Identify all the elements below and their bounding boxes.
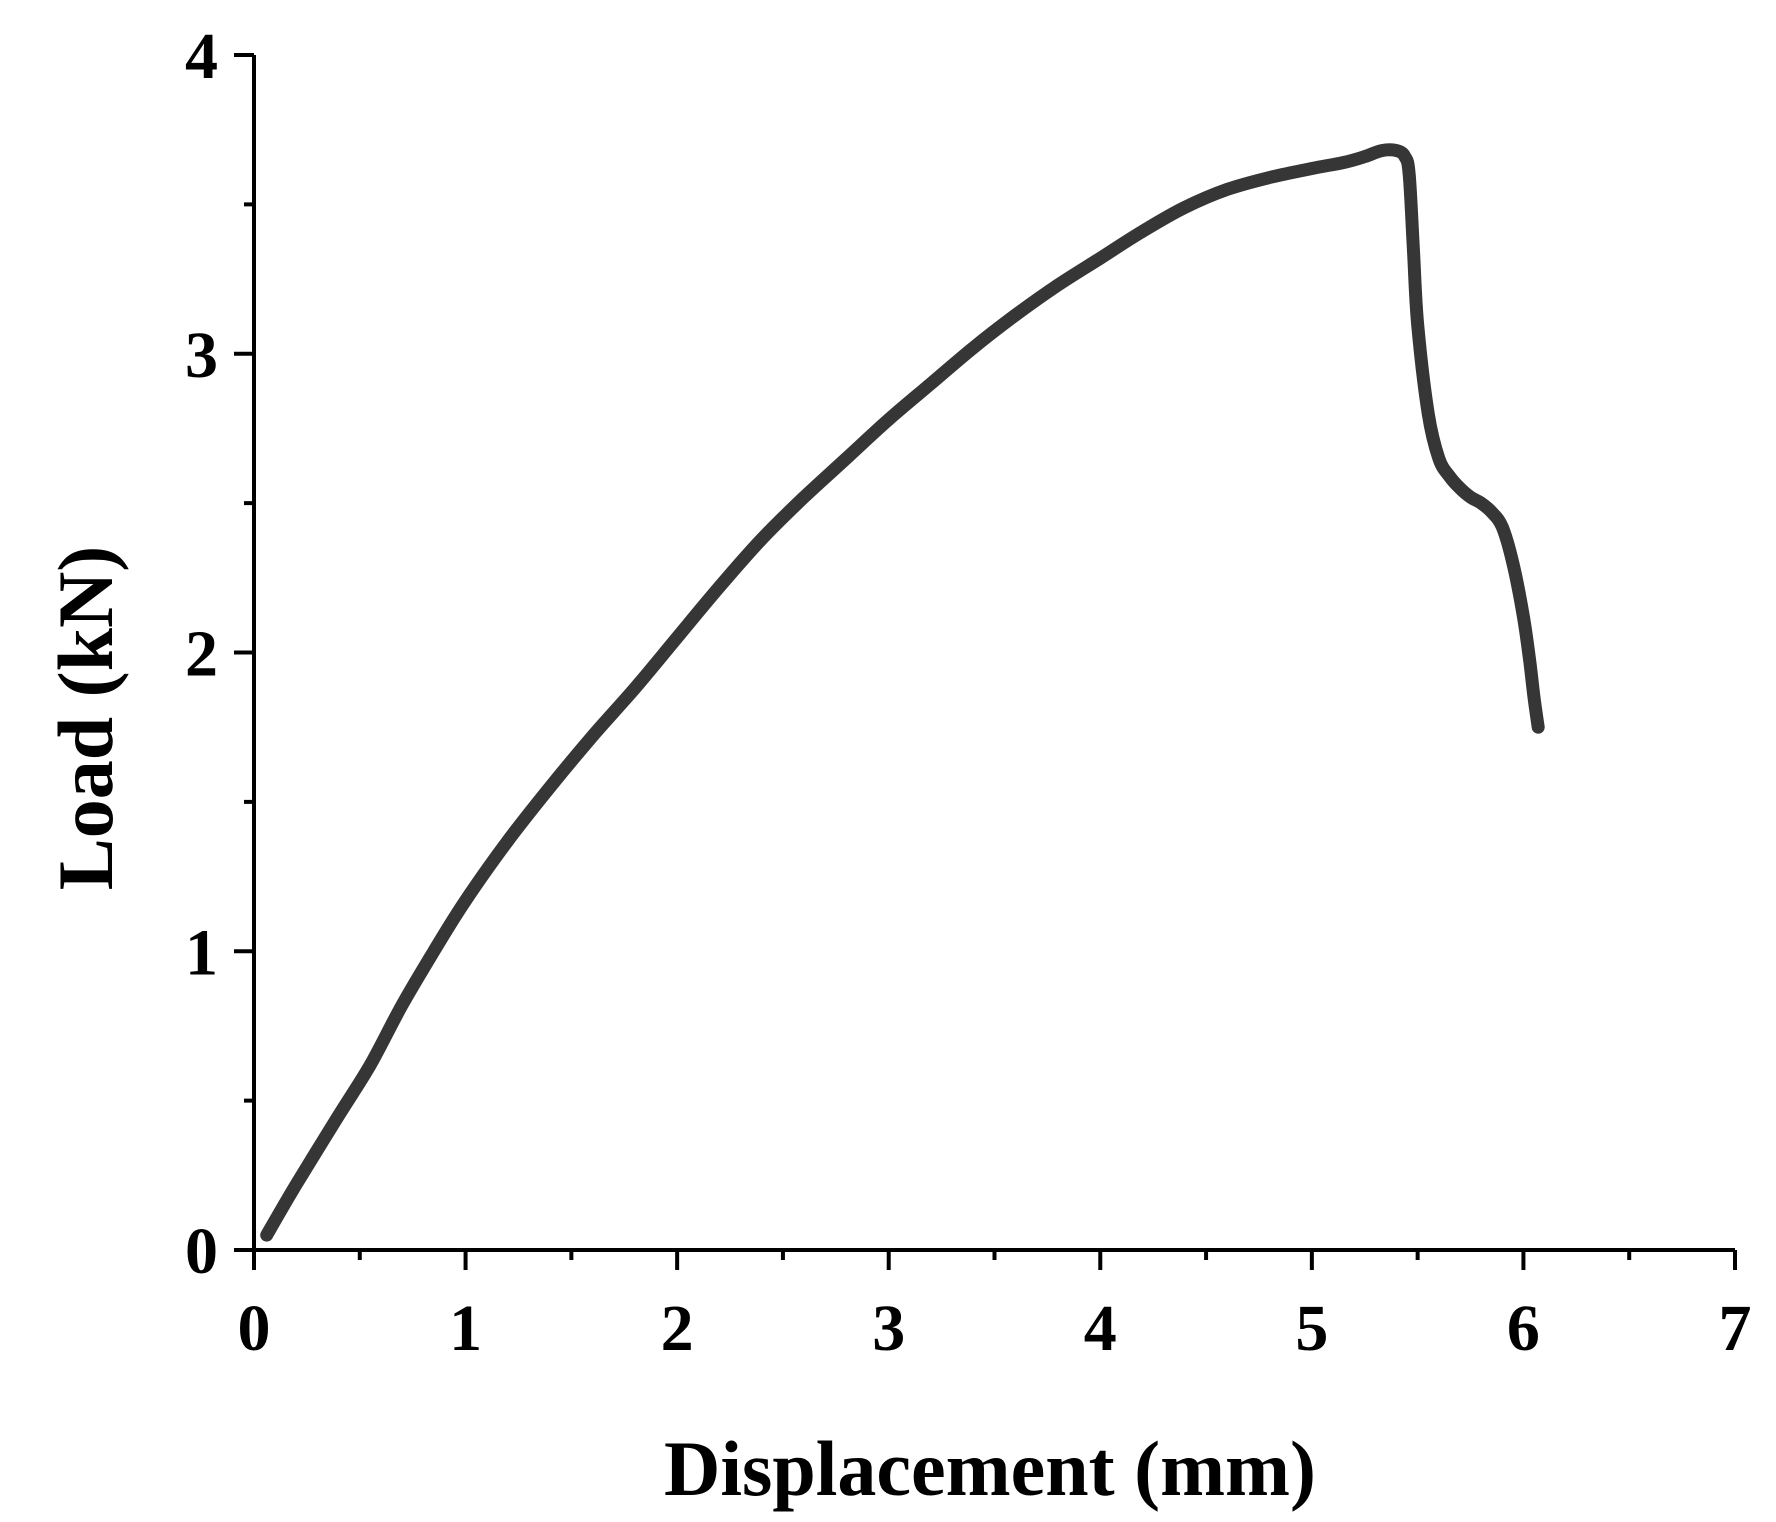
x-tick-label: 2 — [661, 1292, 694, 1365]
x-tick-label: 0 — [238, 1292, 271, 1365]
x-axis-title: Displacement (mm) — [664, 1425, 1316, 1512]
x-tick-label: 3 — [872, 1292, 905, 1365]
y-tick-label: 2 — [185, 618, 218, 691]
axes — [252, 55, 1735, 1252]
x-tick-label: 5 — [1295, 1292, 1328, 1365]
load-displacement-curve — [260, 143, 1545, 1242]
x-tick-label: 1 — [449, 1292, 482, 1365]
x-tick-label: 6 — [1507, 1292, 1540, 1365]
x-tick-label: 4 — [1084, 1292, 1117, 1365]
y-tick-label: 4 — [185, 20, 218, 93]
series-layer — [260, 143, 1545, 1242]
y-tick-label: 0 — [185, 1215, 218, 1288]
y-tick-label: 3 — [185, 319, 218, 392]
x-tick-label: 7 — [1719, 1292, 1752, 1365]
tick-labels: 0 1 2 3 4 5 6 7 0 1 2 3 4 — [185, 20, 1752, 1365]
ticks — [234, 53, 1737, 1270]
y-axis-title: Load (kN) — [42, 546, 129, 891]
y-tick-label: 1 — [185, 916, 218, 989]
